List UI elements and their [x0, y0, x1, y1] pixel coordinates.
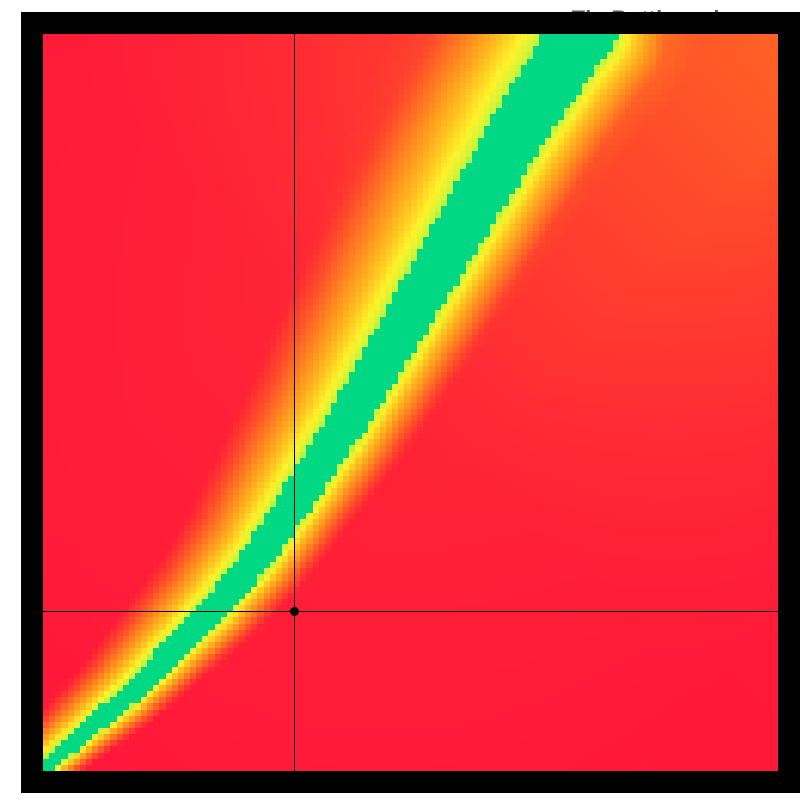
- frame-right: [778, 12, 800, 793]
- crosshair-vertical: [294, 34, 295, 771]
- marker-point: [290, 607, 299, 616]
- heatmap-plot: [43, 34, 778, 771]
- frame-top: [21, 12, 800, 34]
- frame-bottom: [21, 771, 800, 793]
- chart-container: TheBottleneck.com: [0, 0, 800, 800]
- crosshair-horizontal: [43, 611, 778, 612]
- frame-left: [21, 12, 43, 793]
